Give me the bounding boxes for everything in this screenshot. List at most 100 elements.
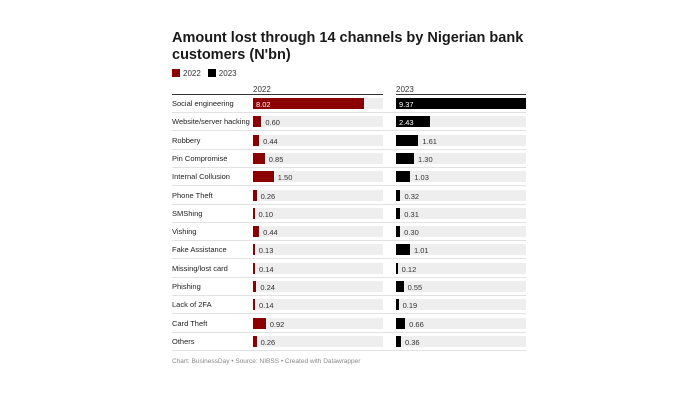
bar-track: 0.85 [253, 152, 383, 164]
row-card-theft: Card Theft 0.92 0.66 [172, 315, 526, 333]
bar-2023 [396, 207, 401, 219]
value-label: 0.92 [269, 319, 285, 329]
column-header-2023: 2023 [396, 85, 414, 94]
legend-label-2023: 2023 [218, 68, 237, 78]
bar-track: 0.66 [396, 317, 526, 329]
bar-2023 [396, 98, 526, 109]
bar-2022 [253, 98, 365, 109]
bar-track: 1.50 [253, 171, 383, 183]
row-divider [172, 221, 526, 223]
legend: 2022 2023 [172, 67, 244, 79]
chart-title: Amount lost through 14 channels by Niger… [172, 30, 524, 63]
row-divider [172, 112, 526, 113]
bar-2022 [253, 335, 257, 347]
row-lack-of-2fa: Lack of 2FA 0.14 0.19 [172, 296, 526, 315]
bar-track: 0.13 [253, 244, 383, 256]
bar-track: 2.43 [396, 116, 526, 128]
bar-2022 [253, 317, 266, 329]
value-label: 0.24 [260, 283, 275, 292]
bar-2022 [253, 281, 257, 292]
legend-item-2023: 2023 [207, 68, 237, 78]
row-divider [172, 313, 526, 315]
legend-swatch-2023 [207, 69, 216, 77]
bar-2023 [396, 171, 411, 183]
value-label: 0.26 [260, 191, 276, 201]
row-divider [172, 166, 526, 168]
bar-2022 [253, 207, 255, 219]
category-label: SMShing [172, 208, 203, 218]
value-label: 2.43 [399, 118, 414, 128]
bar-track: 0.92 [253, 317, 383, 329]
row-internal-collusion: Internal Collusion 1.50 1.03 [172, 168, 526, 187]
bar-2022 [253, 116, 262, 128]
bar-2023 [396, 262, 398, 274]
header-rule [172, 94, 383, 95]
value-label: 1.01 [414, 246, 429, 256]
legend-label-2022: 2022 [183, 68, 201, 78]
row-smshing: SMShing 0.10 0.31 [172, 205, 526, 223]
category-label: Others [172, 336, 195, 346]
category-label: Robbery [172, 135, 201, 145]
value-label: 1.30 [418, 154, 433, 164]
value-label: 8.02 [256, 100, 271, 109]
row-divider [172, 349, 526, 351]
bar-2023 [396, 189, 401, 201]
value-label: 0.10 [258, 209, 274, 219]
category-label: Internal Collusion [172, 172, 230, 182]
bar-2023 [396, 335, 401, 347]
bar-track: 0.14 [253, 262, 383, 274]
category-label: Phone Theft [172, 190, 213, 200]
row-phone-theft: Phone Theft 0.26 0.32 [172, 187, 526, 205]
bar-track: 0.19 [396, 299, 526, 311]
value-label: 0.44 [263, 136, 278, 146]
row-fake-assistance: Fake Assistance 0.13 1.01 [172, 241, 526, 260]
bar-track: 0.36 [396, 335, 526, 347]
category-label: Social engineering [172, 99, 234, 108]
category-label: Lack of 2FA [172, 300, 212, 310]
value-label: 0.30 [404, 228, 419, 238]
bar-track: 0.31 [396, 207, 526, 219]
value-label: 0.13 [258, 246, 274, 256]
row-phishing: Phishing 0.24 0.55 [172, 278, 526, 296]
row-missing-lost-card: Missing/lost card 0.14 0.12 [172, 260, 526, 278]
bar-2022 [253, 189, 257, 201]
category-label: Phishing [172, 282, 201, 291]
bar-2022 [253, 299, 255, 311]
row-divider [172, 130, 526, 132]
category-label: Vishing [172, 227, 197, 237]
row-others: Others 0.26 0.36 [172, 333, 526, 351]
bar-2022 [253, 134, 260, 146]
row-divider [172, 203, 526, 205]
row-pin-compromise: Pin Compromise 0.85 1.30 [172, 150, 526, 168]
category-label: Fake Assistance [172, 245, 227, 255]
bar-2023 [396, 317, 406, 329]
value-label: 0.44 [263, 228, 278, 238]
bar-2022 [253, 226, 260, 238]
bar-2023 [396, 226, 401, 238]
column-header-2022: 2022 [253, 85, 271, 94]
header-rule [396, 94, 526, 95]
bar-track: 0.44 [253, 226, 383, 238]
bar-2023 [396, 244, 410, 256]
value-label: 0.14 [258, 264, 274, 274]
bar-2022 [253, 262, 255, 274]
bar-track: 0.60 [253, 116, 383, 128]
row-robbery: Robbery 0.44 1.61 [172, 132, 526, 150]
row-divider [172, 148, 526, 150]
bar-track: 0.32 [396, 189, 526, 201]
bar-track: 1.61 [396, 134, 526, 146]
bar-track: 1.30 [396, 152, 526, 164]
value-label: 0.55 [407, 283, 423, 292]
value-label: 1.50 [277, 173, 293, 183]
bar-2022 [253, 244, 255, 256]
bar-track: 0.26 [253, 189, 383, 201]
value-label: 0.66 [409, 319, 424, 329]
bar-track: 0.26 [253, 335, 383, 347]
bar-track: 0.44 [253, 134, 383, 146]
row-divider [172, 331, 526, 333]
chart-footer: Chart: BusinessDay • Source: NIBSS • Cre… [172, 358, 361, 365]
category-label: Pin Compromise [172, 153, 228, 163]
value-label: 0.12 [401, 264, 417, 274]
bar-track: 0.14 [253, 299, 383, 311]
